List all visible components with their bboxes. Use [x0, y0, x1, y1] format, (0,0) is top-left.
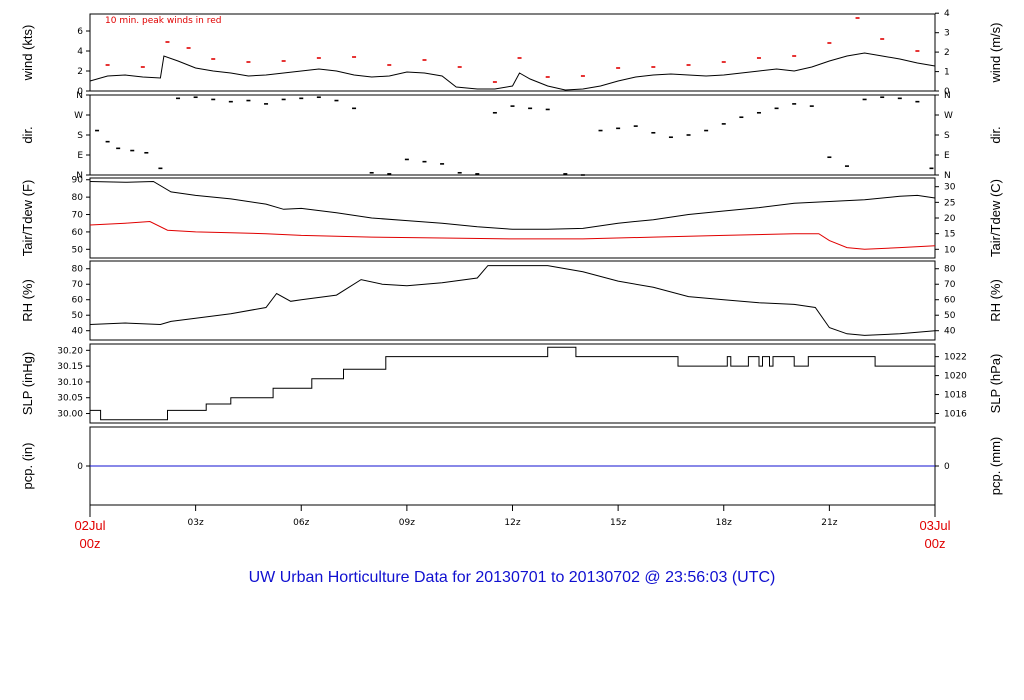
dir-ytick-label: S	[77, 131, 83, 141]
end-date-label: 03Jul	[919, 518, 950, 533]
rh-ytick-label: 50	[72, 311, 84, 321]
dir-ytick-label: E	[77, 151, 83, 161]
temperature-ytick-label-right: 15	[944, 230, 955, 240]
temperature-series-line	[89, 180, 936, 230]
x-tick-label: 09z	[399, 518, 415, 528]
rh-ytick-label-right: 70	[944, 280, 956, 290]
rh-ytick-label-right: 60	[944, 296, 956, 306]
rh-ytick-label: 70	[72, 280, 84, 290]
slp-frame	[89, 343, 936, 424]
rh-ylabel: RH (%)	[20, 279, 35, 322]
precip-ylabel: pcp. (in)	[20, 443, 35, 490]
wind-ylabel: wind (kts)	[20, 25, 35, 82]
dir-ytick-label-right: S	[944, 131, 950, 141]
x-tick-label: 15z	[610, 518, 626, 528]
temperature-ytick-label-right: 20	[944, 214, 956, 224]
slp-ytick-label: 30.10	[57, 378, 83, 388]
rh-ytick-label-right: 80	[944, 265, 956, 275]
temperature-series-line	[89, 220, 936, 250]
precip-ytick-label-right: 0	[944, 462, 950, 472]
dir-ytick-label: N	[76, 171, 83, 181]
temperature-ytick-label: 90	[72, 176, 84, 186]
wind-ytick-label: 6	[77, 27, 83, 37]
wind-ytick-label: 4	[77, 47, 83, 57]
temperature-ylabel: Tair/Tdew (F)	[20, 180, 35, 257]
dir-ytick-label-right: E	[944, 151, 950, 161]
wind-ytick-label-right: 0	[944, 87, 950, 97]
x-tick-label: 18z	[716, 518, 732, 528]
slp-ytick-label-right: 1016	[944, 410, 967, 420]
precip-ylabel-right: pcp. (mm)	[988, 437, 1003, 496]
temperature-ytick-label: 70	[72, 211, 84, 221]
wind-series-line	[89, 52, 936, 91]
wind-ytick-label: 2	[77, 67, 83, 77]
slp-panel: 30.00 30.05 30.10 30.15 30.20 1016 1018 1020 102…	[20, 343, 1003, 424]
slp-ytick-label-right: 1022	[944, 353, 967, 363]
rh-ylabel-right: RH (%)	[988, 279, 1003, 322]
start-date-label: 02Jul	[74, 518, 105, 533]
temperature-ytick-label: 50	[72, 245, 84, 255]
slp-ytick-label: 30.05	[57, 394, 83, 404]
x-tick-label: 12z	[504, 518, 520, 528]
precip-panel: 0 0 pcp. (in) pcp. (mm)	[20, 426, 1003, 506]
dir-ytick-label-right: N	[944, 171, 951, 181]
rh-ytick-label: 40	[72, 327, 84, 337]
slp-ytick-label-right: 1018	[944, 391, 967, 401]
dir-ylabel-right: dir.	[988, 126, 1003, 143]
slp-ytick-label-right: 1020	[944, 372, 967, 382]
x-tick-label: 06z	[293, 518, 309, 528]
rh-ytick-label: 80	[72, 265, 84, 275]
start-time-label: 00z	[80, 536, 101, 551]
dir-ylabel: dir.	[20, 126, 35, 143]
dir-ytick-label-right: N	[944, 91, 951, 101]
temperature-frame	[89, 177, 936, 259]
wind-ytick-label: 0	[77, 87, 83, 97]
temperature-ylabel-right: Tair/Tdew (C)	[988, 179, 1003, 257]
wind-ytick-label-right: 3	[944, 29, 950, 39]
rh-frame	[89, 260, 936, 341]
dir-ytick-label: W	[74, 111, 83, 121]
rh-series-line	[89, 265, 936, 336]
wind-panel: 0 2 4 6 0 1 2 3 4 wind (kts) wind (m/s) 10 min. pea…	[20, 9, 1003, 97]
slp-ylabel: SLP (inHg)	[20, 352, 35, 415]
chart-title: UW Urban Horticulture Data for 20130701 …	[249, 569, 776, 586]
temperature-ytick-label: 60	[72, 228, 84, 238]
slp-ytick-label: 30.00	[57, 410, 83, 420]
temperature-ytick-label-right: 30	[944, 183, 956, 193]
temperature-panel: 50 60 70 80 90 10 15 20 25 30 Tair/Tdew (F) Tair/Td…	[20, 176, 1003, 259]
precip-ytick-label: 0	[77, 462, 83, 472]
end-time-label: 00z	[925, 536, 946, 551]
wind-ylabel-right: wind (m/s)	[988, 23, 1003, 84]
x-tick-label: 21z	[821, 518, 837, 528]
x-axis: 03z 06z 09z 12z 15z 18z 21z	[89, 505, 936, 528]
dir-ytick-label-right: W	[944, 111, 953, 121]
slp-series-line	[90, 346, 935, 421]
peak-wind-annotation: 10 min. peak winds in red	[105, 16, 222, 26]
x-tick-label: 03z	[188, 518, 204, 528]
dir-frame	[89, 94, 936, 176]
wind-ytick-label-right: 2	[944, 48, 950, 58]
temperature-ytick-label-right: 25	[944, 198, 955, 208]
dir-ytick-label: N	[76, 91, 83, 101]
rh-panel: 40 40 50 50 60 60 70 70 80 80 RH (%) RH (%)	[20, 260, 1003, 341]
wind-ytick-label-right: 1	[944, 68, 950, 78]
wind-ytick-label-right: 4	[944, 9, 950, 19]
temperature-ytick-label-right: 10	[944, 245, 956, 255]
temperature-ytick-label: 80	[72, 193, 84, 203]
slp-ytick-label: 30.20	[57, 346, 83, 356]
rh-ytick-label-right: 50	[944, 311, 956, 321]
slp-ylabel-right: SLP (hPa)	[988, 354, 1003, 414]
rh-ytick-label-right: 40	[944, 327, 956, 337]
slp-ytick-label: 30.15	[57, 362, 83, 372]
rh-ytick-label: 60	[72, 296, 84, 306]
